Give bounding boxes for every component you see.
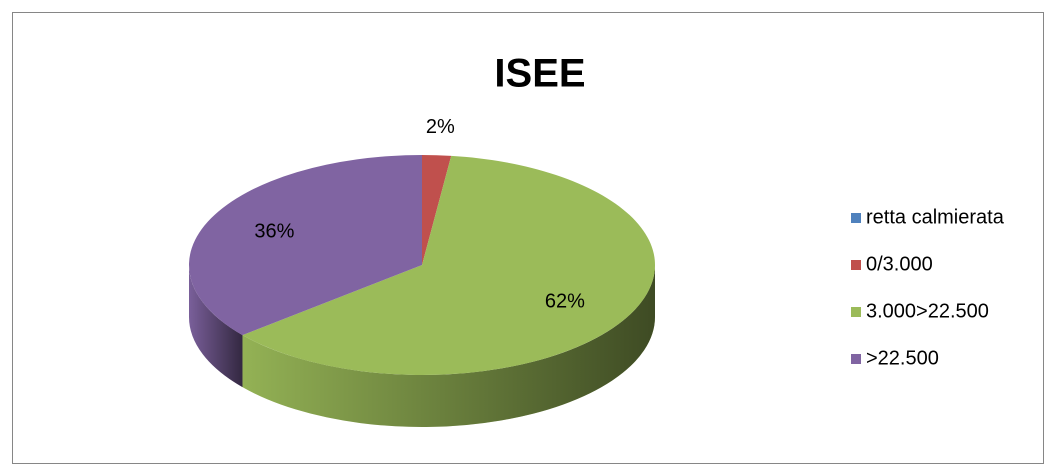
legend-swatch <box>851 354 861 364</box>
legend-label: 3.000>22.500 <box>866 300 989 322</box>
data-label: 36% <box>254 220 294 242</box>
legend-label: 0/3.000 <box>866 253 933 275</box>
slice-side-shade <box>189 265 243 388</box>
legend-label: >22.500 <box>866 347 939 369</box>
chart-title: ISEE <box>494 52 585 96</box>
legend-label: retta calmierata <box>866 206 1005 228</box>
legend-swatch <box>851 213 861 223</box>
legend-swatch <box>851 307 861 317</box>
slice-side-shade <box>242 265 656 427</box>
slice <box>189 155 422 336</box>
slice <box>242 155 656 375</box>
data-label: 2% <box>426 116 455 138</box>
data-label: 62% <box>545 290 585 312</box>
legend-swatch <box>851 260 861 270</box>
slice <box>422 155 452 265</box>
